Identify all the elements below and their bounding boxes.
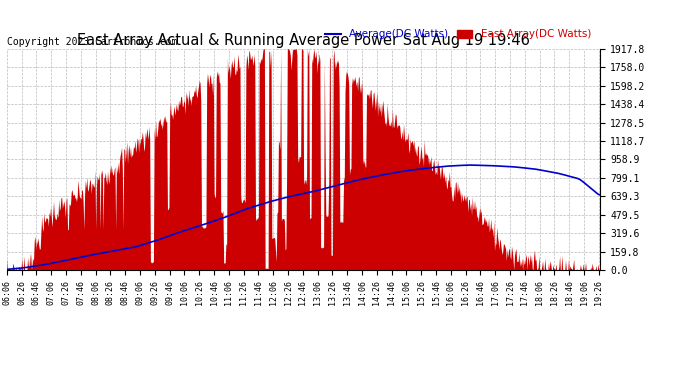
- Legend: Average(DC Watts), East Array(DC Watts): Average(DC Watts), East Array(DC Watts): [321, 25, 595, 44]
- Text: Copyright 2023 Cartronics.com: Copyright 2023 Cartronics.com: [7, 37, 177, 46]
- Title: East Array Actual & Running Average Power Sat Aug 19 19:46: East Array Actual & Running Average Powe…: [77, 33, 530, 48]
